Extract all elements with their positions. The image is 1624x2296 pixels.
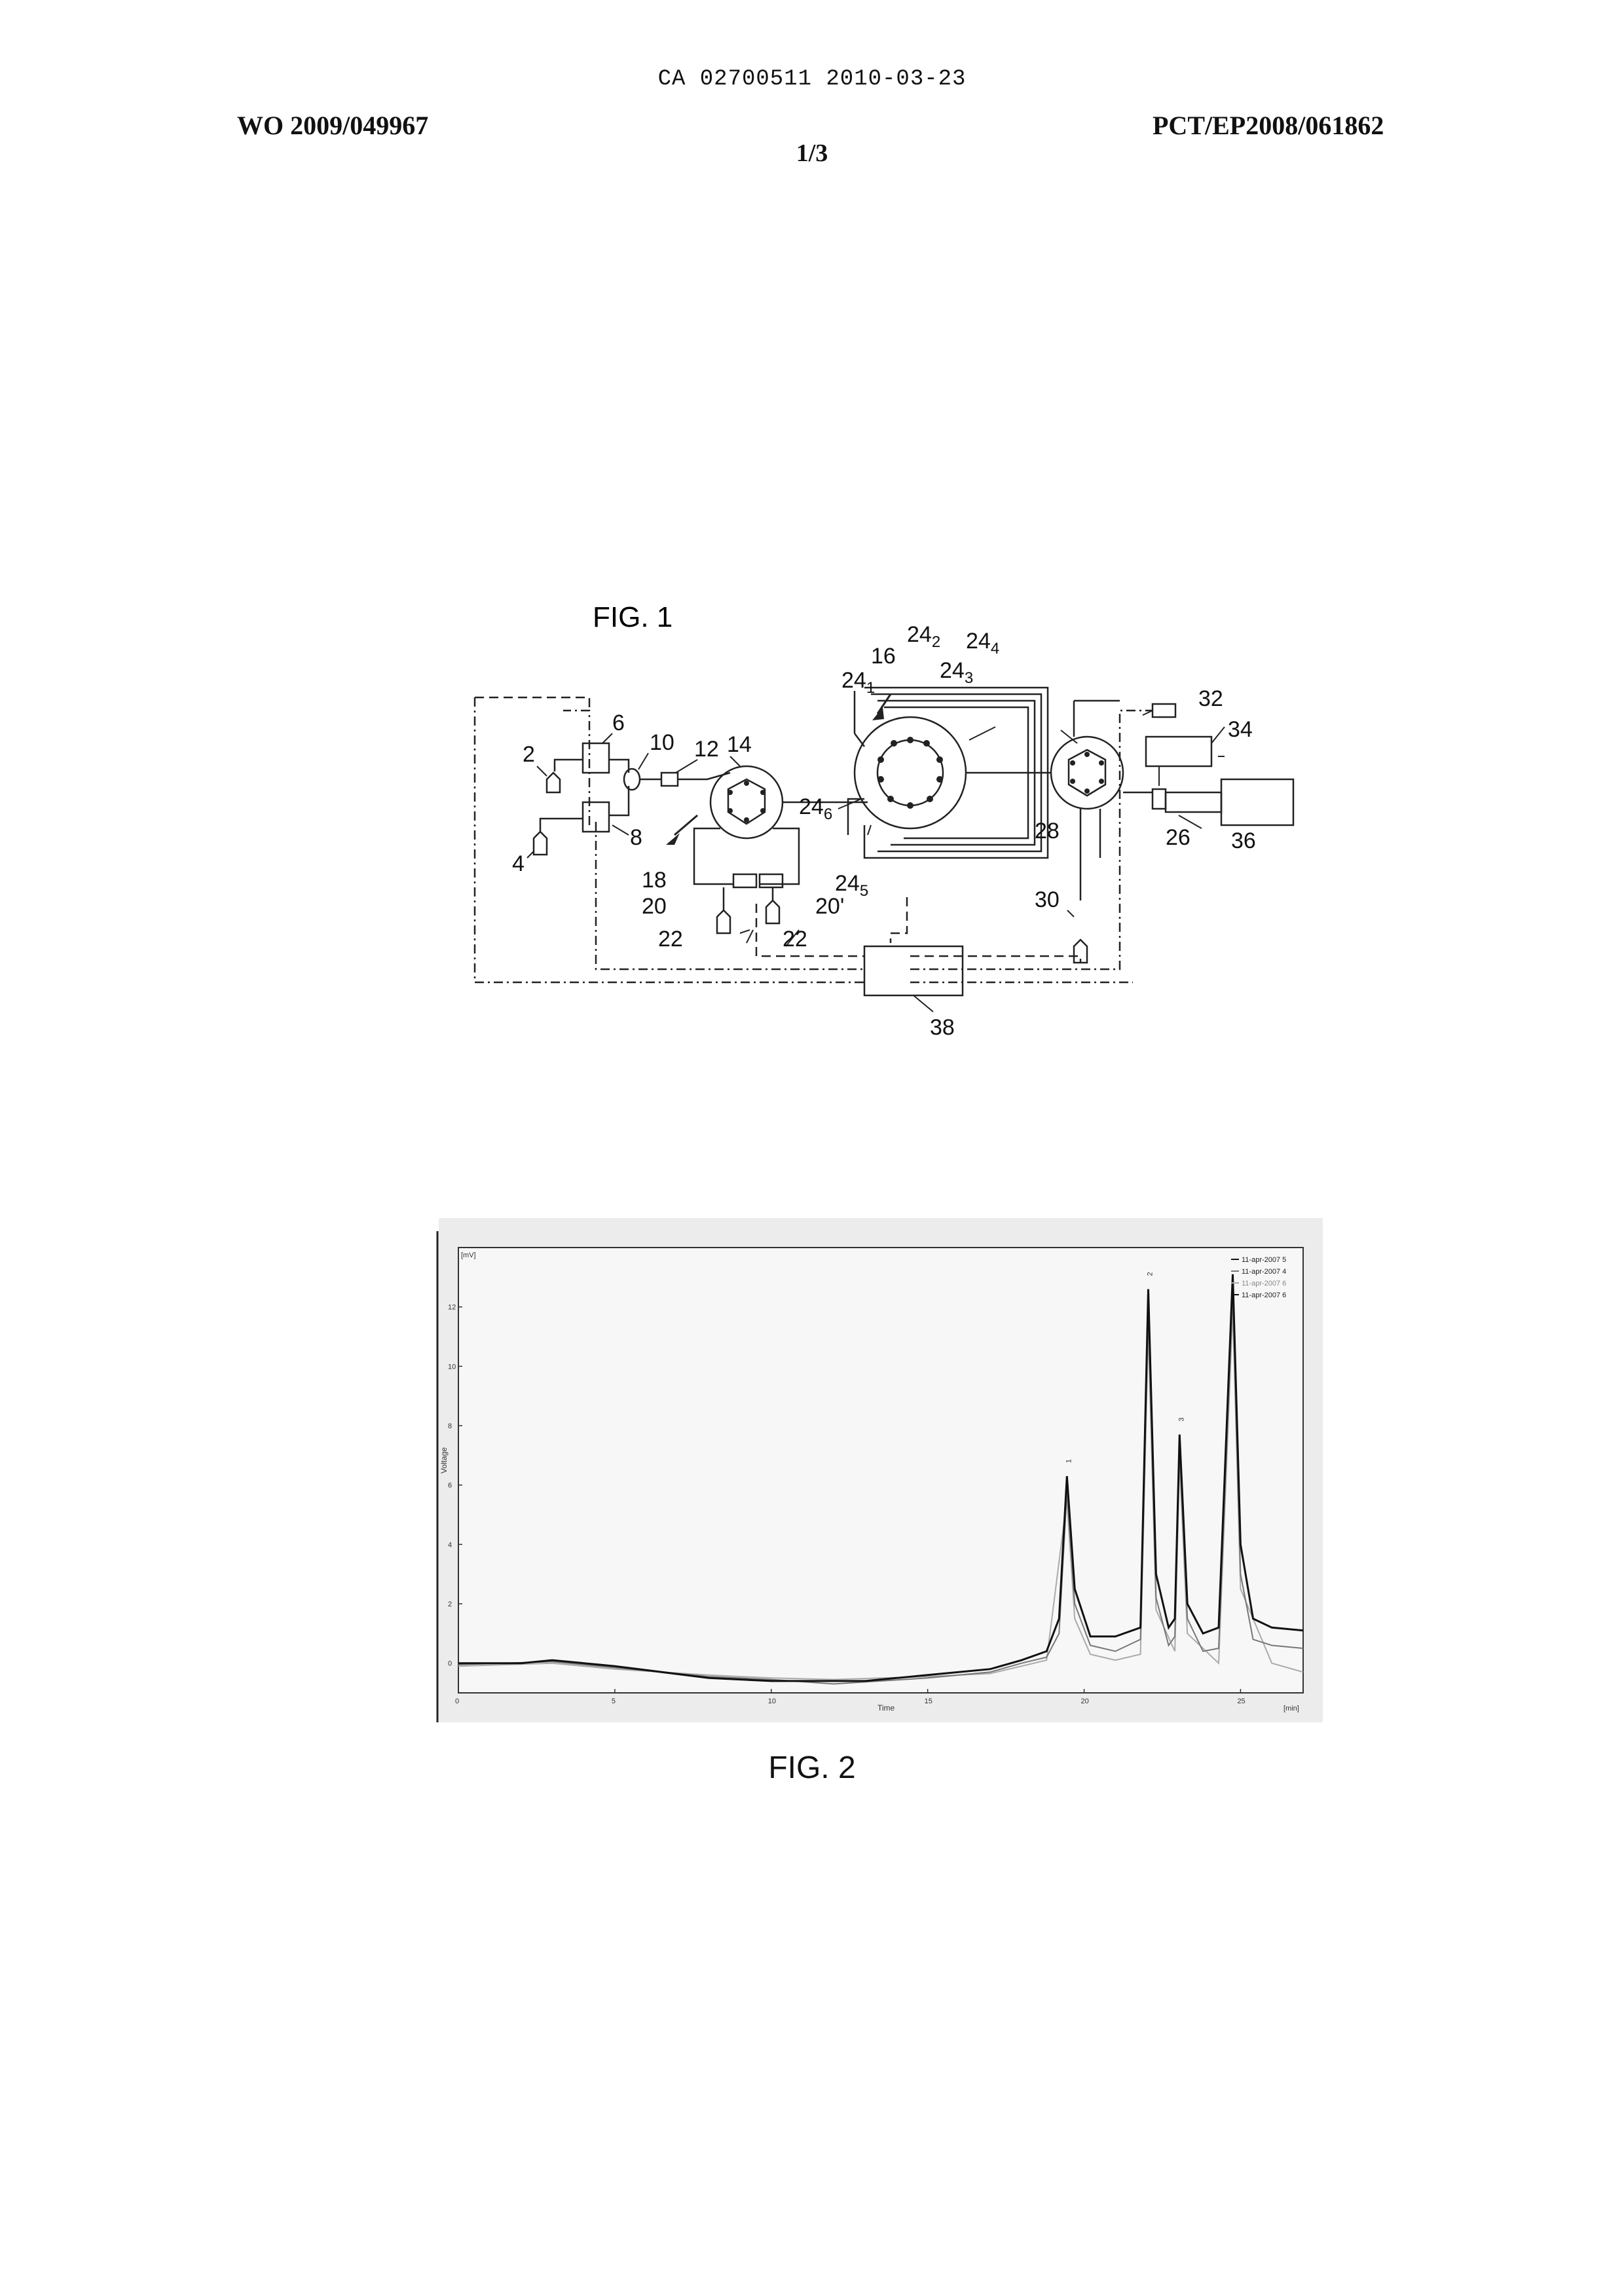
x-tick-label: 10 (768, 1697, 776, 1705)
pct-application-number: PCT/EP2008/061862 (1153, 110, 1384, 141)
y-unit-label: [mV] (461, 1251, 476, 1259)
sheet-number: 1/3 (0, 139, 1624, 168)
label-6: 6 (612, 711, 625, 735)
label-26: 26 (1166, 825, 1190, 850)
label-34: 34 (1228, 717, 1253, 742)
y-axis-label: Voltage (439, 1447, 449, 1473)
label-24-1: 24 (841, 668, 866, 693)
x-unit-label: [min] (1283, 1705, 1299, 1713)
fig2-caption: FIG. 2 (0, 1750, 1624, 1786)
svg-text:242: 242 (907, 622, 940, 651)
x-axis-label: Time (877, 1703, 895, 1713)
peak-label: 2 (1147, 1272, 1154, 1276)
label-24-2-sub: 2 (932, 633, 940, 651)
legend-entry: 11-apr-2007 5 (1242, 1256, 1286, 1264)
y-tick-label: 0 (448, 1660, 452, 1668)
x-tick-label: 25 (1237, 1697, 1245, 1705)
label-24-5-sub: 5 (860, 882, 868, 900)
ca-header-line: CA 02700511 2010-03-23 (0, 67, 1624, 92)
fig1-caption: FIG. 1 (593, 601, 673, 633)
label-24-5: 24 (835, 871, 860, 896)
figure-1-schematic: FIG. 1 (471, 576, 1297, 1048)
label-4: 4 (512, 851, 525, 876)
svg-text:241: 241 (841, 668, 875, 697)
label-38: 38 (930, 1015, 955, 1040)
label-24-4: 24 (966, 629, 991, 654)
wo-publication-number: WO 2009/049967 (237, 110, 428, 141)
label-22-right: 22 (783, 927, 807, 952)
x-tick-label: 0 (455, 1697, 459, 1705)
legend-entry: 11-apr-2007 4 (1242, 1268, 1286, 1276)
label-24-6-sub: 6 (824, 805, 832, 823)
label-14: 14 (727, 732, 752, 757)
svg-text:243: 243 (940, 658, 973, 687)
peak-label: 1 (1065, 1459, 1073, 1463)
label-16: 16 (871, 644, 896, 669)
y-tick-label: 4 (448, 1541, 452, 1549)
label-12: 12 (694, 737, 719, 762)
legend-entry: 11-apr-2007 6 (1242, 1280, 1286, 1287)
figure-2-chromatogram: 051015202502468101212311-apr-2007 511-ap… (419, 1218, 1329, 1729)
y-tick-label: 12 (448, 1304, 456, 1312)
label-20: 20 (642, 894, 667, 919)
label-24-4-sub: 4 (991, 640, 999, 657)
legend-entry: 11-apr-2007 6 (1242, 1291, 1286, 1299)
label-32: 32 (1198, 686, 1223, 711)
label-2: 2 (523, 742, 535, 767)
y-tick-label: 8 (448, 1422, 452, 1430)
svg-text:245: 245 (835, 871, 868, 900)
label-10: 10 (650, 730, 674, 755)
label-20-prime: 20' (815, 894, 844, 919)
label-30: 30 (1035, 887, 1060, 912)
y-tick-label: 6 (448, 1482, 452, 1490)
x-tick-label: 5 (612, 1697, 616, 1705)
label-28: 28 (1035, 819, 1060, 843)
peak-label: 3 (1177, 1417, 1185, 1421)
svg-text:246: 246 (799, 794, 832, 823)
x-tick-label: 15 (925, 1697, 932, 1705)
label-36: 36 (1231, 828, 1256, 853)
x-tick-label: 20 (1081, 1697, 1089, 1705)
label-18: 18 (642, 868, 667, 893)
y-tick-label: 2 (448, 1601, 452, 1608)
label-24-1-sub: 1 (866, 679, 875, 697)
label-24-6: 24 (799, 794, 824, 819)
label-24-2: 24 (907, 622, 932, 647)
label-24-3: 24 (940, 658, 965, 683)
label-8: 8 (630, 825, 642, 850)
label-24-3-sub: 3 (965, 669, 973, 687)
y-tick-label: 10 (448, 1363, 456, 1371)
label-22-left: 22 (658, 927, 683, 952)
svg-text:244: 244 (966, 629, 999, 657)
